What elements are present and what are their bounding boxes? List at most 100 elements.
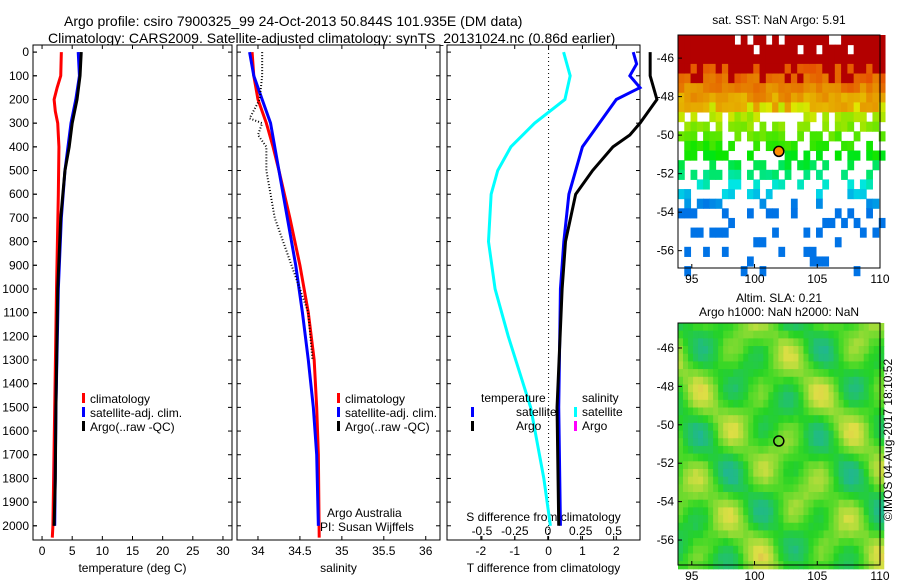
map-cell — [758, 461, 764, 470]
map-cell — [709, 54, 717, 65]
map-cell — [773, 392, 779, 401]
map-cell — [828, 407, 835, 416]
map-cell — [838, 338, 845, 347]
map-cell — [708, 553, 714, 562]
map-cell — [838, 484, 845, 493]
map-cell — [684, 266, 692, 277]
map-cell — [843, 515, 850, 524]
map-cell — [816, 35, 823, 46]
map-cell — [863, 492, 870, 501]
map-cell — [723, 453, 729, 462]
map-cell — [734, 169, 742, 180]
map-cell — [683, 353, 689, 362]
map-cell — [703, 538, 709, 547]
map-cell — [753, 384, 759, 393]
map-cell — [773, 476, 779, 485]
map-cell — [763, 476, 769, 485]
map-cell — [765, 83, 773, 94]
map-cell — [813, 384, 820, 393]
x-tick-label: 110 — [870, 569, 889, 580]
map-cell — [813, 361, 820, 370]
map-cell — [808, 438, 815, 447]
map-cell — [758, 522, 764, 531]
map-cell — [809, 140, 817, 152]
map-cell — [740, 44, 748, 55]
map-cell — [868, 415, 875, 424]
map-cell — [813, 468, 820, 478]
map-cell — [853, 346, 860, 355]
map-cell — [703, 507, 709, 516]
map-cell — [778, 131, 786, 142]
map-cell — [688, 492, 694, 501]
map-cell — [703, 468, 709, 478]
map-cell — [843, 468, 850, 478]
map-cell — [790, 92, 798, 103]
map-cell — [678, 399, 684, 409]
map-cell — [683, 453, 689, 462]
map-cell — [698, 484, 704, 493]
map-cell — [765, 73, 773, 84]
map-cell — [678, 369, 684, 378]
map-cell — [793, 468, 799, 478]
map-cell — [723, 346, 729, 355]
map-cell — [788, 392, 794, 401]
map-cell — [853, 445, 860, 455]
map-cell — [803, 384, 809, 393]
map-cell — [683, 515, 689, 524]
map-cell — [678, 189, 685, 200]
map-cell — [788, 468, 794, 478]
map-cell — [772, 140, 779, 152]
map-cell — [723, 553, 729, 562]
map-cell — [848, 407, 855, 416]
map-cell — [743, 376, 749, 385]
map-cell — [723, 407, 729, 416]
map-cell — [853, 392, 860, 401]
map-cell — [838, 453, 845, 462]
map-cell — [753, 102, 761, 113]
map-cell — [693, 353, 699, 362]
map-cell — [834, 92, 842, 103]
map-cell — [763, 369, 769, 378]
map-cell — [834, 73, 842, 84]
map-cell — [678, 392, 684, 401]
map-cell — [798, 369, 804, 378]
map-cell — [797, 131, 804, 142]
map-cell — [713, 330, 719, 339]
map-cell — [868, 484, 875, 493]
map-cell — [813, 338, 820, 347]
map-cell — [772, 208, 779, 219]
map-cell — [696, 121, 704, 132]
map-cell — [773, 338, 779, 347]
map-cell — [728, 330, 734, 339]
map-cell — [878, 399, 885, 409]
map-cell — [813, 461, 820, 470]
map-cell — [678, 492, 684, 501]
map-cell — [788, 476, 794, 485]
map-cell — [713, 399, 719, 409]
map-cell — [683, 438, 689, 447]
map-cell — [728, 346, 734, 355]
map-cell — [798, 445, 804, 455]
map-cell — [858, 415, 865, 424]
map-cell — [733, 346, 739, 355]
map-cell — [873, 330, 880, 339]
map-cell — [838, 538, 845, 547]
map-cell — [753, 92, 761, 103]
map-cell — [718, 492, 724, 501]
map-cell — [778, 499, 784, 508]
map-cell — [778, 121, 786, 132]
map-cell — [853, 407, 860, 416]
map-cell — [728, 530, 734, 539]
map-cell — [858, 376, 865, 385]
map-cell — [709, 227, 717, 238]
map-cell — [728, 44, 735, 55]
map-cell — [818, 538, 825, 547]
map-cell — [866, 150, 873, 161]
map-cell — [816, 198, 823, 209]
map-cell — [788, 353, 794, 362]
map-cell — [768, 338, 774, 347]
map-cell — [797, 83, 804, 94]
map-cell — [808, 484, 815, 493]
map-cell — [718, 461, 724, 470]
